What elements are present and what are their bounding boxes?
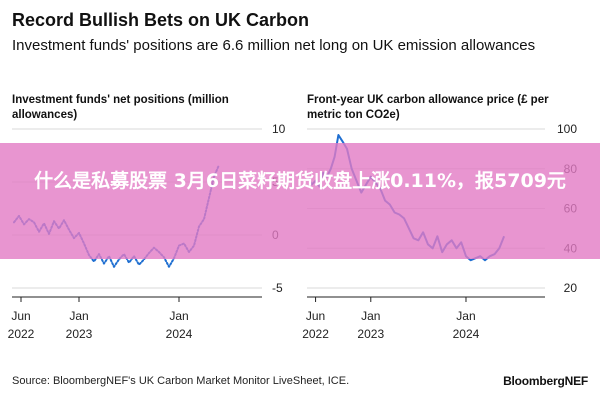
right-x-tick-label: Jan bbox=[361, 309, 380, 323]
right-x-tick-label: 2024 bbox=[453, 327, 480, 341]
left-x-tick-label: Jun bbox=[11, 309, 30, 323]
right-y-tick-label: 20 bbox=[564, 281, 578, 295]
left-panel-title: Investment funds' net positions (million… bbox=[12, 94, 229, 121]
left-x-tick-label: Jan bbox=[169, 309, 188, 323]
overlay-banner-text: 什么是私募股票 3月6日菜籽期货收盘上涨0.11%，报5709元 bbox=[34, 170, 566, 192]
right-x-tick-label: 2022 bbox=[302, 327, 329, 341]
chart-title: Record Bullish Bets on UK Carbon bbox=[12, 10, 310, 30]
right-x-tick-label: Jan bbox=[456, 309, 475, 323]
brand-logo: BloombergNEF bbox=[503, 374, 588, 388]
right-x-tick-label: 2023 bbox=[357, 327, 384, 341]
left-x-tick-label: 2023 bbox=[66, 327, 93, 341]
chart-subtitle: Investment funds' positions are 6.6 mill… bbox=[12, 37, 536, 54]
overlay-banner bbox=[0, 143, 600, 259]
left-y-tick-label: -5 bbox=[272, 281, 283, 295]
left-x-tick-label: Jan bbox=[69, 309, 88, 323]
right-x-tick-label: Jun bbox=[306, 309, 325, 323]
left-x-tick-label: 2022 bbox=[8, 327, 35, 341]
right-panel-title: Front-year UK carbon allowance price (£ … bbox=[307, 94, 549, 121]
left-y-tick-label: 10 bbox=[272, 122, 286, 136]
source-note: Source: BloombergNEF's UK Carbon Market … bbox=[12, 375, 350, 387]
left-x-tick-label: 2024 bbox=[166, 327, 193, 341]
right-y-tick-label: 100 bbox=[557, 122, 577, 136]
